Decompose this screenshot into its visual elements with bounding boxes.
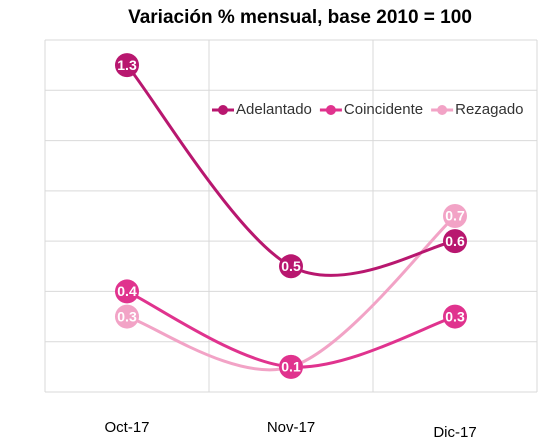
marker — [279, 354, 303, 379]
data-label: 0.7 — [445, 208, 465, 224]
marker — [115, 304, 139, 329]
x-tick-label: Nov-17 — [267, 419, 315, 436]
legend-label: Coincidente — [344, 101, 423, 118]
data-label: 0.3 — [117, 308, 137, 324]
legend-label: Adelantado — [236, 101, 312, 118]
x-tick-label: Oct-17 — [104, 419, 149, 436]
marker — [115, 53, 139, 78]
data-label: 0.5 — [281, 258, 301, 274]
marker — [115, 279, 139, 304]
data-label: 0.1 — [281, 359, 301, 375]
marker — [443, 304, 467, 329]
chart-title: Variación % mensual, base 2010 = 100 — [128, 7, 472, 28]
data-label: 1.3 — [117, 57, 137, 73]
x-tick-label: Dic-17 — [433, 424, 476, 441]
series-line — [125, 64, 456, 277]
data-label: 0.4 — [117, 283, 137, 299]
marker — [279, 254, 303, 279]
data-label: 0.3 — [445, 308, 465, 324]
series-line — [126, 214, 457, 372]
marker — [443, 204, 467, 228]
legend-marker — [218, 105, 228, 115]
legend-marker — [325, 105, 336, 115]
data-label: 0.6 — [445, 233, 465, 249]
legend-marker — [437, 105, 448, 115]
marker — [443, 229, 467, 254]
legend-label: Rezagado — [455, 101, 523, 118]
